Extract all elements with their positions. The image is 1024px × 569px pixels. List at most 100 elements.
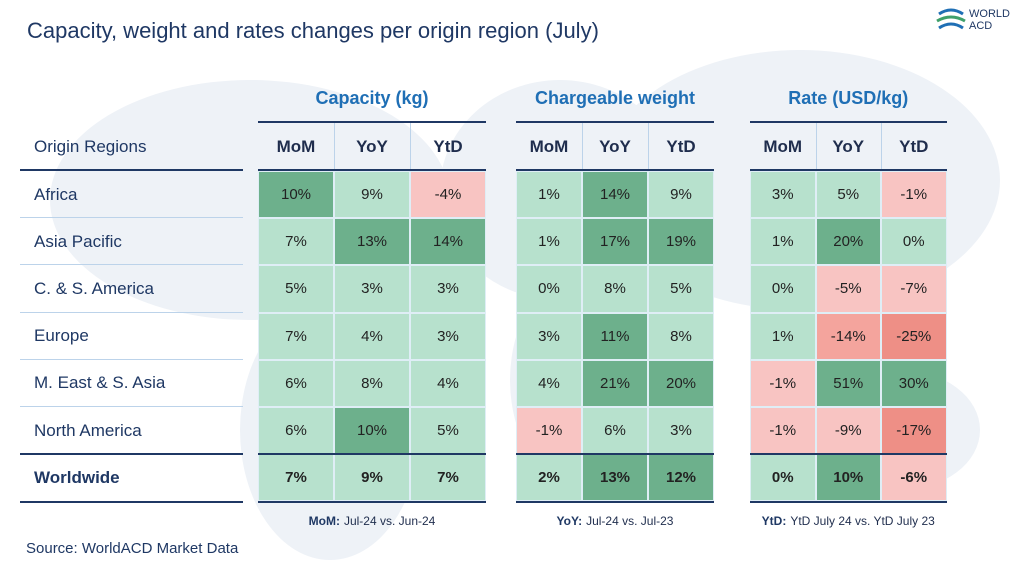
group-header: Rate (USD/kg) [788, 88, 909, 108]
data-cell: 13% [334, 218, 410, 266]
rule [516, 169, 714, 171]
data-cell: 3% [334, 265, 410, 313]
data-cell: 3% [750, 171, 816, 219]
data-cell: 0% [750, 265, 816, 313]
rule [20, 406, 243, 407]
data-cell: 0% [516, 265, 582, 313]
column-header: MoM [276, 137, 316, 156]
data-cell: 6% [258, 407, 334, 455]
logo-text: WORLD ACD [969, 8, 1010, 32]
region-label: Asia Pacific [34, 231, 122, 251]
data-cell: 5% [815, 171, 881, 219]
footnote: YoY: Jul-24 vs. Jul-23 [496, 514, 734, 528]
column-header: MoM [529, 137, 569, 156]
data-cell: 3% [410, 265, 486, 313]
rule [516, 453, 714, 456]
data-cell: 8% [648, 312, 714, 360]
footnote-text: Jul-24 vs. Jun-24 [343, 514, 436, 528]
data-cell: -1% [516, 407, 582, 455]
data-cell: 20% [648, 359, 714, 407]
data-cell: 7% [258, 218, 334, 266]
region-label: M. East & S. Asia [34, 373, 166, 393]
data-cell: -14% [815, 312, 881, 360]
column-header: YtD [666, 137, 696, 156]
region-label: North America [34, 420, 142, 440]
data-cell: 1% [750, 218, 816, 266]
rule [20, 453, 243, 456]
footnote-label: MoM: [308, 514, 340, 528]
rule [20, 501, 243, 504]
data-cell: 6% [258, 359, 334, 407]
rule [750, 121, 947, 123]
footnote-label: YtD: [761, 514, 787, 528]
rule [750, 453, 947, 456]
data-cell: 7% [258, 454, 334, 502]
data-cell: -17% [881, 407, 947, 455]
rule [750, 169, 947, 171]
group-header: Capacity (kg) [315, 88, 429, 108]
rule [258, 121, 486, 123]
data-cell: 30% [881, 359, 947, 407]
rule [20, 169, 243, 171]
rule [258, 453, 486, 456]
column-header: MoM [763, 137, 803, 156]
data-cell: 4% [410, 359, 486, 407]
data-cell: -7% [881, 265, 947, 313]
rule [20, 311, 243, 313]
data-cell: 14% [582, 171, 648, 219]
source: Source: WorldACD Market Data [26, 540, 239, 557]
column-header: YtD [433, 137, 463, 156]
footnote-label: YoY: [556, 514, 583, 528]
region-label: Africa [34, 184, 78, 204]
data-cell: -25% [881, 312, 947, 360]
rule [516, 121, 714, 123]
data-cell: 10% [815, 454, 881, 502]
data-cell: 10% [334, 407, 410, 455]
data-cell: 2% [516, 454, 582, 502]
data-cell: 5% [258, 265, 334, 313]
data-cell: -1% [750, 359, 816, 407]
data-cell: 3% [516, 312, 582, 360]
data-cell: 3% [648, 407, 714, 455]
title: Capacity, weight and rates changes per o… [27, 18, 599, 43]
column-header: YoY [356, 137, 388, 156]
data-cell: 11% [582, 312, 648, 360]
column-header: YoY [832, 137, 865, 156]
data-cell: 13% [582, 454, 648, 502]
data-cell: 20% [815, 218, 881, 266]
column-header: YtD [899, 137, 929, 156]
data-cell: 4% [334, 312, 410, 360]
data-cell: -6% [881, 454, 947, 502]
data-cell: 12% [648, 454, 714, 502]
rule [258, 501, 486, 504]
region-label: Worldwide [34, 467, 120, 487]
footnote: YtD: YtD July 24 vs. YtD July 23 [730, 514, 967, 528]
data-cell: 17% [582, 218, 648, 266]
data-cell: 1% [516, 218, 582, 266]
data-cell: 10% [258, 171, 334, 219]
region-label: C. & S. America [34, 278, 154, 298]
data-cell: -1% [750, 407, 816, 455]
row-header: Origin Regions [34, 137, 147, 156]
data-cell: 21% [582, 359, 648, 407]
data-cell: -4% [410, 171, 486, 219]
logo-icon [936, 8, 966, 30]
data-cell: -5% [815, 265, 881, 313]
footnote-text: YtD July 24 vs. YtD July 23 [790, 514, 935, 528]
rule [20, 217, 243, 219]
data-cell: 9% [334, 171, 410, 219]
footnote-text: Jul-24 vs. Jul-23 [586, 514, 674, 528]
data-cell: 8% [582, 265, 648, 313]
rule [258, 169, 486, 171]
data-cell: 14% [410, 218, 486, 266]
data-cell: 7% [410, 454, 486, 502]
data-cell: 19% [648, 218, 714, 266]
footnote: MoM: Jul-24 vs. Jun-24 [238, 514, 506, 528]
data-cell: 5% [648, 265, 714, 313]
data-cell: 1% [516, 171, 582, 219]
region-label: Europe [34, 326, 89, 346]
column-header: YoY [599, 137, 631, 156]
rule [750, 501, 947, 504]
data-cell: 51% [815, 359, 881, 407]
